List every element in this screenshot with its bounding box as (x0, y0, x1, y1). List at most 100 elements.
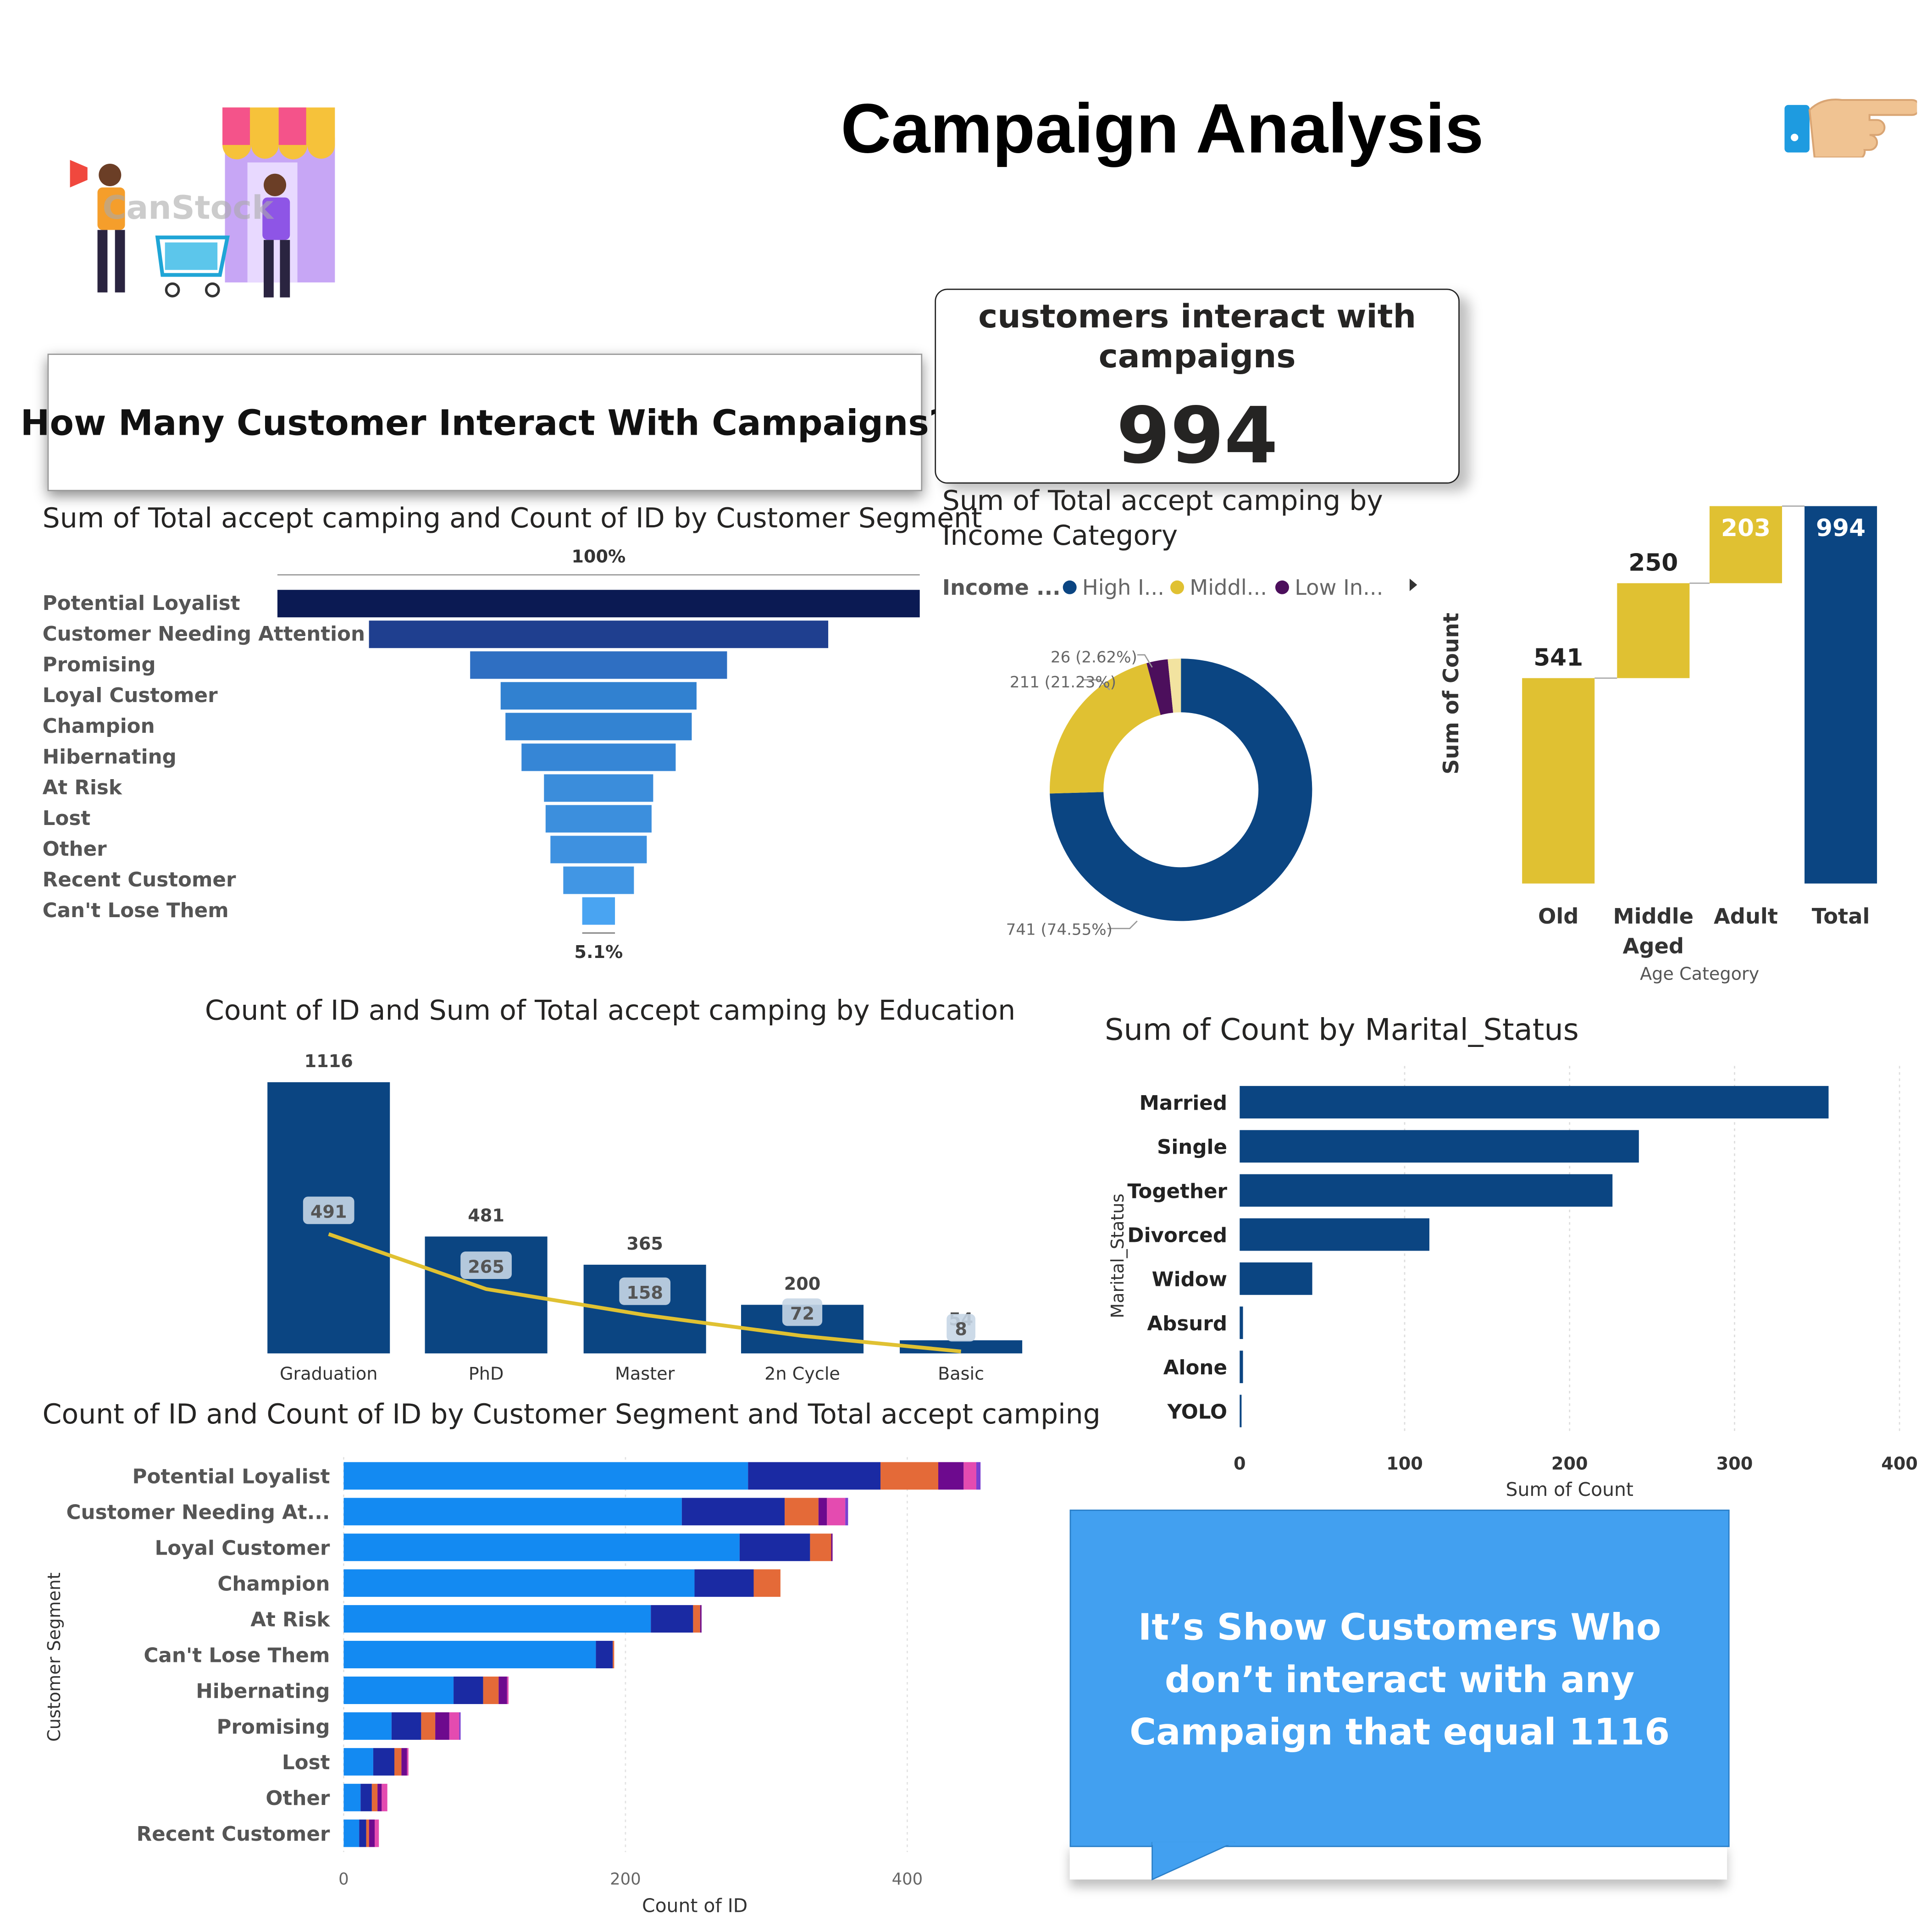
funnel-bar[interactable] (521, 743, 676, 771)
segment-stack-bar[interactable] (681, 1498, 785, 1526)
donut-legend-label: High I... (1082, 575, 1164, 600)
segment-stack-bar[interactable] (377, 1783, 382, 1811)
segment-stack-bar[interactable] (343, 1819, 360, 1847)
legend-next-icon[interactable] (1409, 578, 1417, 591)
segment-category-label: Champion (217, 1573, 330, 1596)
segment-stack-bar[interactable] (963, 1462, 976, 1490)
funnel-bar[interactable] (582, 897, 615, 925)
donut-slice[interactable] (1050, 659, 1312, 921)
segment-stacked-chart[interactable]: 0 200 400 Potential Loyalist Customer Needin… (38, 1450, 1037, 1925)
segment-stack-bar[interactable] (449, 1712, 459, 1740)
segment-stack-bar[interactable] (343, 1533, 740, 1561)
waterfall-bar[interactable] (1805, 506, 1877, 884)
funnel-bar[interactable] (277, 590, 920, 618)
segment-stack-bar[interactable] (343, 1605, 651, 1633)
funnel-bar[interactable] (470, 651, 727, 679)
segment-stack-bar[interactable] (880, 1462, 939, 1490)
funnel-category-label: Other (43, 838, 107, 861)
segment-stack-bar[interactable] (435, 1712, 449, 1740)
kpi-card[interactable]: customers interact with campaigns 994 (935, 288, 1460, 484)
segment-stack-bar[interactable] (343, 1462, 748, 1490)
segment-stack-bar[interactable] (693, 1605, 700, 1633)
segment-stack-bar[interactable] (371, 1783, 378, 1811)
funnel-bar[interactable] (369, 620, 829, 648)
marital-bar[interactable] (1240, 1174, 1613, 1207)
donut-slice[interactable] (1050, 663, 1161, 794)
segment-stack-bar[interactable] (407, 1748, 409, 1776)
segment-stack-bar[interactable] (343, 1569, 695, 1597)
segment-stack-bar[interactable] (938, 1462, 964, 1490)
marital-bar[interactable] (1240, 1306, 1243, 1339)
segment-stack-bar[interactable] (498, 1676, 507, 1704)
funnel-bar[interactable] (550, 836, 647, 864)
segment-stack-bar[interactable] (391, 1712, 421, 1740)
waterfall-chart[interactable]: 541 Old 250 Middle Aged 203 Adult 994 Total Sum o… (1425, 493, 1925, 993)
segment-stack-bar[interactable] (483, 1676, 499, 1704)
segment-stack-bar[interactable] (343, 1498, 682, 1526)
segment-stack-bar[interactable] (651, 1605, 693, 1633)
marital-category-label: Single (1157, 1136, 1227, 1159)
segment-stack-bar[interactable] (382, 1783, 388, 1811)
segment-stack-bar[interactable] (359, 1819, 366, 1847)
funnel-bar[interactable] (563, 866, 634, 894)
funnel-bar[interactable] (545, 805, 652, 833)
pointing-hand-icon[interactable] (1782, 88, 1917, 158)
marital-bar[interactable] (1240, 1351, 1243, 1384)
segment-stack-bar[interactable] (831, 1533, 833, 1561)
donut-slice[interactable] (1146, 659, 1174, 715)
segment-stack-bar[interactable] (366, 1819, 369, 1847)
funnel-bar[interactable] (500, 682, 697, 710)
segment-stack-bar[interactable] (374, 1819, 379, 1847)
segment-stack-bar[interactable] (785, 1498, 819, 1526)
marital-bar[interactable] (1240, 1395, 1242, 1428)
marital-bar[interactable] (1240, 1218, 1429, 1251)
funnel-bar[interactable] (544, 774, 653, 802)
segment-stack-bar[interactable] (421, 1712, 436, 1740)
marital-bar[interactable] (1240, 1262, 1312, 1295)
segment-stack-bar[interactable] (343, 1676, 454, 1704)
funnel-bar[interactable] (505, 713, 692, 741)
waterfall-bar[interactable] (1617, 583, 1690, 678)
segment-category-label: Loyal Customer (155, 1537, 330, 1560)
segment-stack-bar[interactable] (613, 1641, 614, 1669)
segment-stack-bar[interactable] (369, 1819, 375, 1847)
segment-stack-bar[interactable] (507, 1676, 509, 1704)
education-accept-line[interactable] (328, 1232, 961, 1354)
segment-stack-bar[interactable] (818, 1498, 827, 1526)
segment-stack-bar[interactable] (739, 1533, 810, 1561)
segment-stack-bar[interactable] (753, 1569, 781, 1597)
marital-bar[interactable] (1240, 1130, 1639, 1163)
segment-stack-bar[interactable] (454, 1676, 483, 1704)
waterfall-value-label: 994 (1816, 515, 1866, 542)
segment-stack-bar[interactable] (976, 1462, 981, 1490)
funnel-chart[interactable]: 100% Potential Loyalist Customer Needing A… (0, 537, 950, 987)
segment-stack-bar[interactable] (401, 1748, 407, 1776)
segment-stack-bar[interactable] (827, 1498, 846, 1526)
segment-stack-bar[interactable] (810, 1533, 831, 1561)
segment-stack-bar[interactable] (343, 1641, 596, 1669)
segment-stack-bar[interactable] (845, 1498, 848, 1526)
education-chart[interactable]: 1116 Graduation 481 PhD 365 Master 200 2n Cycle… (238, 1037, 1037, 1400)
segment-stack-bar[interactable] (343, 1783, 361, 1811)
segment-stack-bar[interactable] (343, 1748, 373, 1776)
marital-chart[interactable]: 0 100 200 300 400 Married Single Together Divorc… (1097, 1056, 1932, 1506)
segment-stack-bar[interactable] (700, 1605, 702, 1633)
segment-stack-bar[interactable] (360, 1783, 372, 1811)
donut-slice[interactable] (1168, 659, 1181, 713)
segment-stack-bar[interactable] (373, 1748, 395, 1776)
marital-bar[interactable] (1240, 1086, 1829, 1118)
segment-stack-bar[interactable] (394, 1748, 402, 1776)
funnel-top-label: 100% (571, 546, 626, 566)
marital-category-label: Alone (1163, 1356, 1227, 1379)
segment-stack-bar[interactable] (596, 1641, 613, 1669)
waterfall-y-axis-title: Sum of Count (1439, 613, 1463, 775)
donut-chart[interactable]: Income ... High I... Middl... Low In... 741 … (937, 562, 1437, 962)
segment-stack-bar[interactable] (748, 1462, 881, 1490)
segment-stack-bar[interactable] (459, 1712, 461, 1740)
segment-stack-bar[interactable] (343, 1712, 392, 1740)
waterfall-bar[interactable] (1522, 678, 1595, 884)
waterfall-bar[interactable] (1709, 506, 1782, 583)
segment-stack-bar[interactable] (694, 1569, 754, 1597)
waterfall-category-label: Total (1812, 904, 1870, 929)
page-title: Campaign Analysis (841, 89, 1484, 168)
